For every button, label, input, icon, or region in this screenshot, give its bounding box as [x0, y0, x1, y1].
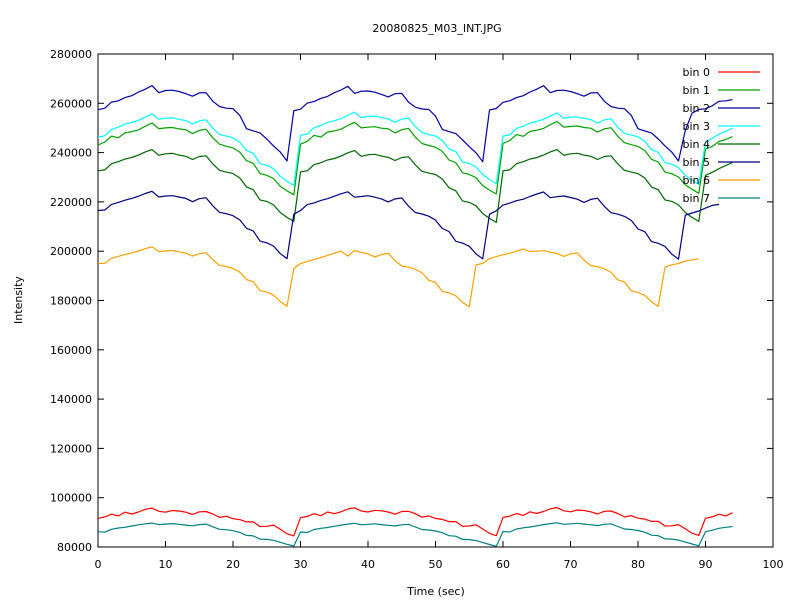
x-tick-label: 50 — [429, 558, 443, 571]
x-axis: 0 10 20 30 40 50 60 70 80 90 100 — [95, 54, 784, 571]
series-line-bin-6 — [97, 246, 699, 308]
x-tick-label: 0 — [95, 558, 102, 571]
series-line-bin-5 — [97, 190, 720, 260]
legend-label: bin 2 — [682, 102, 710, 115]
plot-frame — [97, 53, 774, 548]
x-tick-label: 100 — [763, 558, 784, 571]
y-tick-label: 100000 — [50, 492, 92, 505]
legend-label: bin 4 — [682, 138, 710, 151]
x-tick-label: 80 — [631, 558, 645, 571]
x-tick-label: 10 — [159, 558, 173, 571]
y-tick-label: 140000 — [50, 393, 92, 406]
y-tick-label: 260000 — [50, 97, 92, 110]
series-line-bin-2 — [97, 84, 733, 163]
x-axis-label: Time (sec) — [406, 585, 465, 598]
y-tick-label: 80000 — [57, 541, 92, 554]
legend-label: bin 6 — [682, 174, 710, 187]
y-tick-label: 200000 — [50, 245, 92, 258]
y-axis-label: Intensity — [12, 276, 25, 324]
y-tick-label: 280000 — [50, 48, 92, 61]
series-line-bin-4 — [97, 149, 733, 223]
x-tick-label: 20 — [226, 558, 240, 571]
x-tick-label: 90 — [699, 558, 713, 571]
x-tick-label: 60 — [496, 558, 510, 571]
x-tick-label: 70 — [564, 558, 578, 571]
series-line-bin-3 — [97, 111, 733, 186]
legend-label: bin 0 — [682, 66, 710, 79]
y-tick-label: 160000 — [50, 344, 92, 357]
series-line-bin-1 — [97, 120, 733, 196]
legend-label: bin 3 — [682, 120, 710, 133]
series-line-bin-0 — [97, 507, 733, 537]
x-tick-label: 30 — [294, 558, 308, 571]
y-tick-label: 240000 — [50, 147, 92, 160]
y-axis: 80000 100000 120000 140000 160000 180000 20000… — [50, 48, 773, 554]
series-line-bin-7 — [97, 522, 733, 547]
legend-label: bin 5 — [682, 156, 710, 169]
legend-label: bin 1 — [682, 84, 710, 97]
chart-title: 20080825_M03_INT.JPG — [372, 22, 501, 35]
legend-label: bin 7 — [682, 192, 710, 205]
legend: bin 0 bin 1 bin 2 bin 3 bin 4 bin 5 bin 6 bin 7 — [682, 66, 760, 205]
y-tick-label: 220000 — [50, 196, 92, 209]
y-tick-label: 180000 — [50, 295, 92, 308]
x-tick-label: 40 — [361, 558, 375, 571]
y-tick-label: 120000 — [50, 442, 92, 455]
series-lines — [97, 84, 733, 547]
